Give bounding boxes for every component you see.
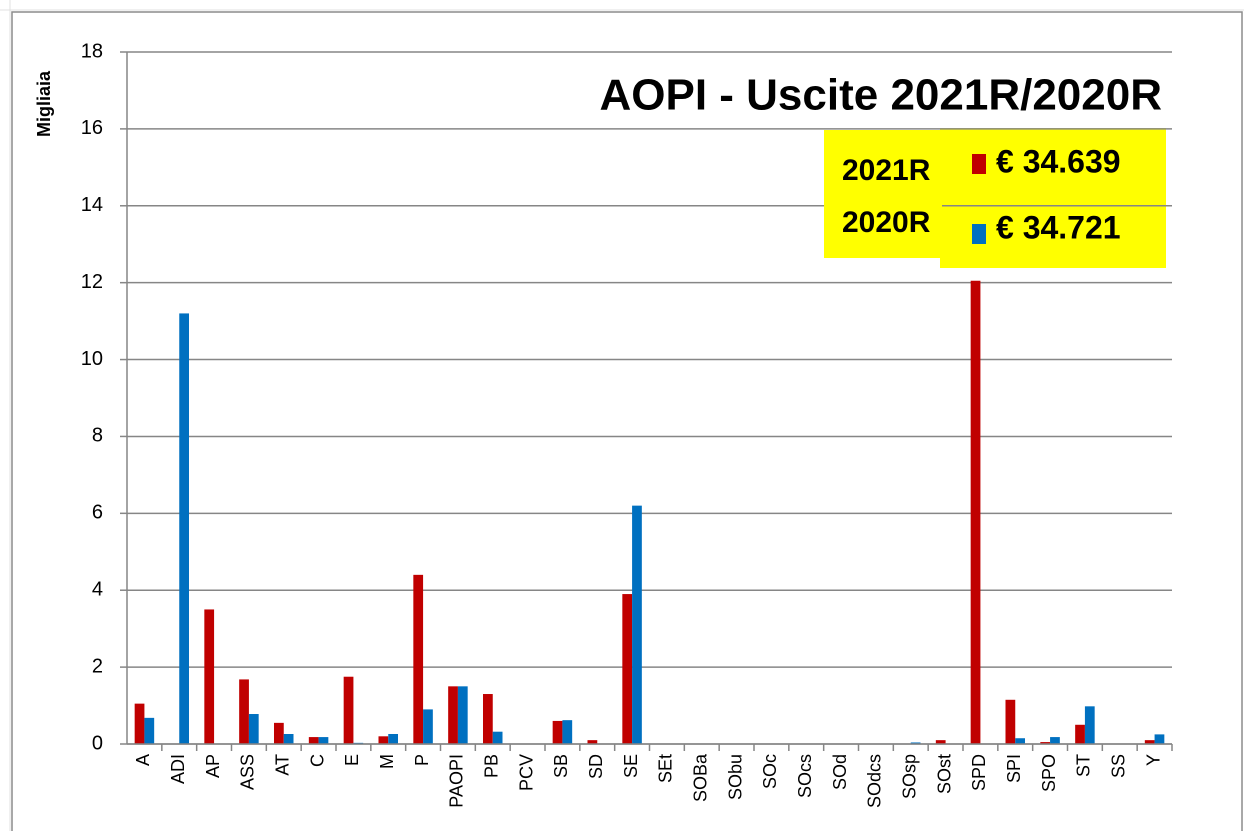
bar (910, 742, 921, 744)
y-axis-label: Migliaia (34, 70, 54, 137)
bar (1144, 740, 1155, 744)
legend-box (940, 128, 1166, 268)
bar (413, 574, 424, 744)
x-tick-label: ADI (168, 754, 188, 784)
legend-total: € 34.639 (996, 143, 1121, 179)
bar (552, 720, 563, 744)
x-tick-label: SOst (934, 754, 954, 794)
bar (204, 609, 215, 744)
x-tick-label: PB (482, 754, 502, 778)
bar (388, 734, 399, 744)
bar (448, 686, 458, 744)
x-tick-label: M (377, 754, 397, 769)
x-tick-label: C (307, 754, 327, 767)
y-tick-label: 8 (92, 425, 103, 447)
bar (248, 714, 259, 744)
chart-title: AOPI - Uscite 2021R/2020R (599, 71, 1162, 120)
bar (144, 717, 155, 744)
bar (239, 679, 249, 744)
bar (318, 737, 329, 744)
bar (308, 737, 319, 744)
x-tick-label: PCV (516, 754, 536, 791)
legend-swatch (972, 154, 986, 174)
y-tick-label: 6 (92, 502, 103, 524)
x-tick-label: SOd (830, 754, 850, 790)
bar (492, 731, 503, 744)
x-tick-label: A (133, 754, 153, 766)
x-tick-label: E (342, 754, 362, 766)
bar (283, 734, 294, 744)
x-tick-label: SEt (656, 754, 676, 783)
y-tick-label: 12 (81, 271, 103, 293)
y-tick-label: 0 (92, 732, 103, 754)
x-tick-label: P (412, 754, 432, 766)
bar (622, 594, 633, 744)
bar (179, 313, 190, 744)
y-tick-label: 16 (81, 117, 103, 139)
x-tick-label: ASS (238, 754, 258, 790)
legend-total: € 34.721 (996, 209, 1121, 245)
y-tick-label: 4 (92, 579, 103, 601)
x-tick-label: SS (1109, 754, 1129, 778)
x-tick-label: SObu (725, 754, 745, 800)
bar (1075, 724, 1085, 744)
legend-swatch (972, 224, 986, 244)
x-tick-label: SPD (969, 754, 989, 791)
bar (562, 720, 573, 744)
bar (1040, 742, 1051, 744)
x-tick-label: SOsp (900, 754, 920, 799)
bar (935, 740, 946, 744)
x-tick-label: SPI (1004, 754, 1024, 783)
bar (1005, 699, 1016, 744)
y-tick-label: 2 (92, 655, 103, 677)
legend-label: 2020R (842, 206, 931, 239)
bar (343, 676, 354, 744)
bar (423, 709, 433, 744)
x-tick-label: SOdcs (865, 754, 885, 808)
bar (273, 722, 284, 744)
x-tick-label: SPO (1039, 754, 1059, 792)
bar (1154, 734, 1165, 744)
x-tick-label: SOcs (795, 754, 815, 798)
x-tick-label: SD (586, 754, 606, 779)
bar (1050, 737, 1060, 744)
x-tick-label: SOBa (691, 753, 711, 802)
y-tick-label: 14 (81, 194, 103, 216)
bar (134, 703, 145, 744)
bar (1015, 738, 1026, 744)
bar (1084, 706, 1095, 744)
x-tick-label: PAOPI (447, 754, 467, 808)
bar (632, 505, 642, 744)
y-tick-label: 18 (81, 40, 103, 62)
x-tick-label: SE (621, 754, 641, 778)
x-tick-label: SB (551, 754, 571, 778)
bar (482, 694, 493, 744)
x-tick-label: AP (203, 754, 223, 778)
x-tick-label: Y (1143, 754, 1163, 766)
bar (378, 736, 389, 744)
bar (457, 686, 468, 744)
y-tick-label: 10 (81, 348, 103, 370)
bar (970, 280, 981, 744)
x-tick-label: AT (273, 754, 293, 776)
bar (587, 740, 598, 744)
legend-box (824, 130, 942, 258)
x-tick-label: ST (1074, 754, 1094, 777)
legend-label: 2021R (842, 154, 931, 187)
x-tick-label: SOc (760, 754, 780, 789)
